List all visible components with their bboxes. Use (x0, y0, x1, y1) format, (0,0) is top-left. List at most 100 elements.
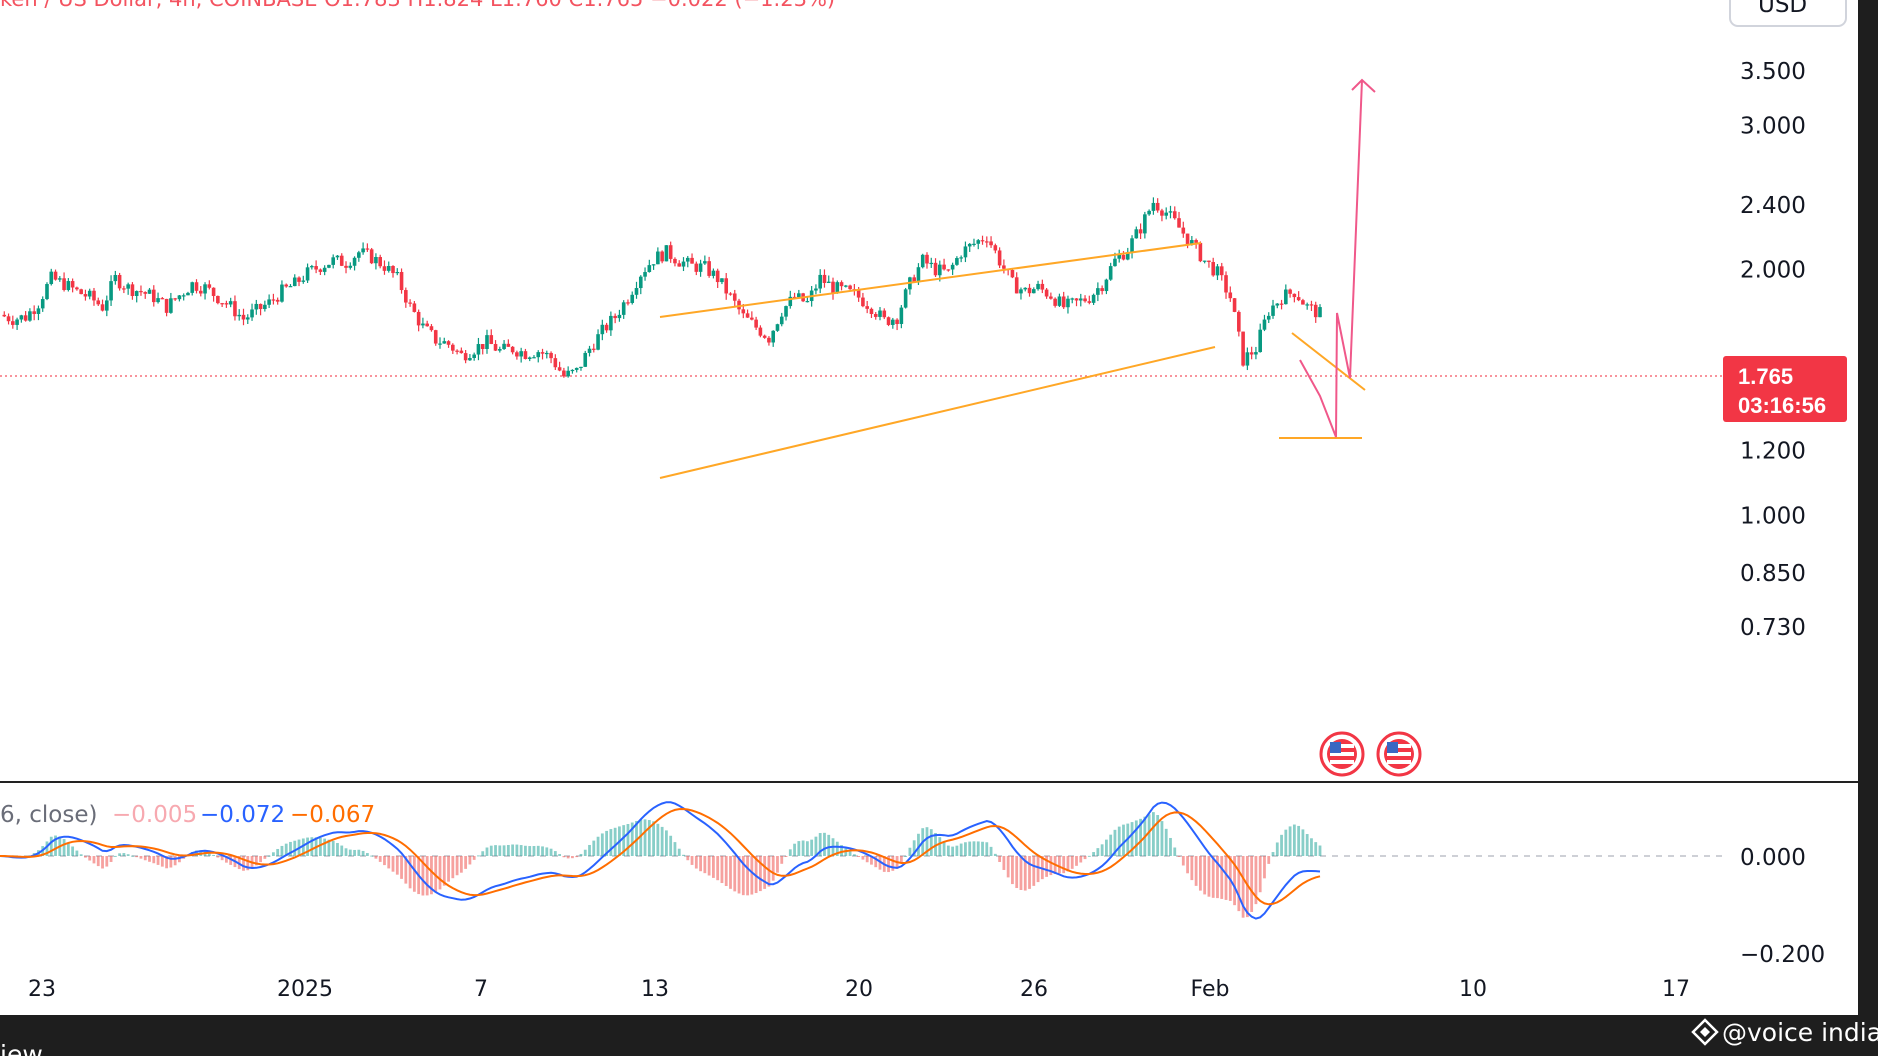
histogram-bar (327, 839, 331, 856)
time-axis[interactable]: 23 2025 7 13 20 26 Feb 10 17 (28, 977, 1690, 1002)
candle (873, 312, 878, 320)
candle (207, 280, 212, 290)
candle (395, 268, 400, 276)
diamond-icon (1691, 1018, 1719, 1046)
candle (596, 329, 600, 351)
candle (134, 290, 139, 303)
time-label: 13 (641, 977, 669, 1002)
histogram-bar (609, 829, 613, 856)
channel-lower-line[interactable] (659, 346, 1216, 479)
candle (391, 265, 395, 278)
us-event-flag-1[interactable] (1319, 731, 1365, 777)
histogram-bar (626, 824, 630, 856)
candle (1014, 272, 1019, 294)
histogram-bar (1019, 856, 1023, 890)
histogram-bar (690, 856, 694, 865)
price-axis[interactable]: 3.5003.0002.4002.0001.4001.2001.0000.850… (1740, 59, 1806, 641)
candle (989, 236, 993, 248)
histogram-bar (1117, 826, 1121, 856)
price-tick: 0.730 (1740, 615, 1806, 641)
candle (339, 253, 344, 267)
candle (523, 348, 528, 360)
candle (826, 275, 831, 284)
wedge-upper-line[interactable] (1291, 332, 1366, 391)
histogram-bar (592, 840, 596, 856)
candle (784, 305, 788, 321)
histogram-bar (306, 837, 309, 856)
histogram-bar (904, 855, 908, 857)
candle (301, 275, 306, 284)
candle (1301, 298, 1305, 305)
histogram-bar (412, 856, 416, 892)
candle (126, 282, 130, 295)
candle (245, 314, 250, 325)
candle (818, 269, 822, 294)
histogram-bar (1109, 834, 1113, 856)
histogram-bar (284, 843, 288, 856)
histogram-bar (468, 856, 472, 865)
candle (510, 346, 515, 355)
histogram-bar (635, 820, 638, 856)
candle (425, 320, 429, 327)
histogram-bar (1015, 856, 1019, 889)
candle (100, 299, 105, 312)
candle (1313, 301, 1318, 323)
histogram-bar (699, 856, 702, 872)
candle (1130, 235, 1134, 259)
candle (963, 241, 968, 263)
macd-signal-value: −0.067 (290, 802, 375, 828)
candle (886, 316, 891, 327)
chart-background (0, 0, 1858, 1015)
candle (1134, 226, 1139, 239)
histogram-bar (489, 845, 493, 856)
macd-legend[interactable]: 6, close) −0.005 −0.072 −0.067 (0, 802, 375, 828)
histogram-bar (541, 846, 544, 856)
histogram-bar (506, 844, 510, 856)
candle (1108, 262, 1113, 281)
histogram-bar (797, 841, 801, 856)
candle (664, 245, 669, 262)
histogram-bar (289, 841, 292, 856)
histogram-bar (1181, 856, 1185, 866)
histogram-bar (1318, 845, 1322, 856)
histogram-bar (639, 819, 643, 856)
currency-button[interactable]: USD (1729, 0, 1847, 27)
histogram-bar (1070, 856, 1074, 869)
histogram-bar (891, 856, 895, 871)
histogram-bar (600, 833, 604, 856)
candle (762, 334, 767, 339)
candle (365, 243, 370, 252)
histogram-bar (750, 856, 754, 895)
candle (275, 297, 280, 305)
histogram-bar (776, 856, 779, 873)
candle (250, 303, 254, 321)
channel-upper-line[interactable] (659, 242, 1202, 318)
price-tick: 0.850 (1740, 561, 1806, 587)
candle (544, 350, 549, 359)
histogram-bar (1207, 856, 1211, 897)
candle (211, 287, 216, 302)
candle (1168, 205, 1173, 219)
histogram-bar (365, 853, 369, 856)
histogram-bar (195, 850, 198, 856)
candle (1096, 282, 1100, 302)
candle (1143, 211, 1147, 239)
svg-text:@voice india: @voice india (1722, 1018, 1878, 1047)
candle (382, 260, 387, 275)
candle (1207, 260, 1211, 268)
histogram-bar (814, 836, 818, 856)
histogram-bar (318, 837, 322, 856)
candle (181, 293, 186, 301)
candle (972, 238, 976, 247)
histogram-bar (840, 845, 843, 856)
candle (1117, 249, 1122, 263)
candle (942, 258, 946, 271)
candle (130, 282, 135, 300)
projection-path[interactable] (1299, 79, 1363, 438)
candle (527, 356, 532, 362)
histogram-bar (425, 856, 429, 896)
us-event-flag-2[interactable] (1376, 731, 1422, 777)
histogram-bar (387, 856, 391, 869)
macd-line (0, 801, 1321, 920)
